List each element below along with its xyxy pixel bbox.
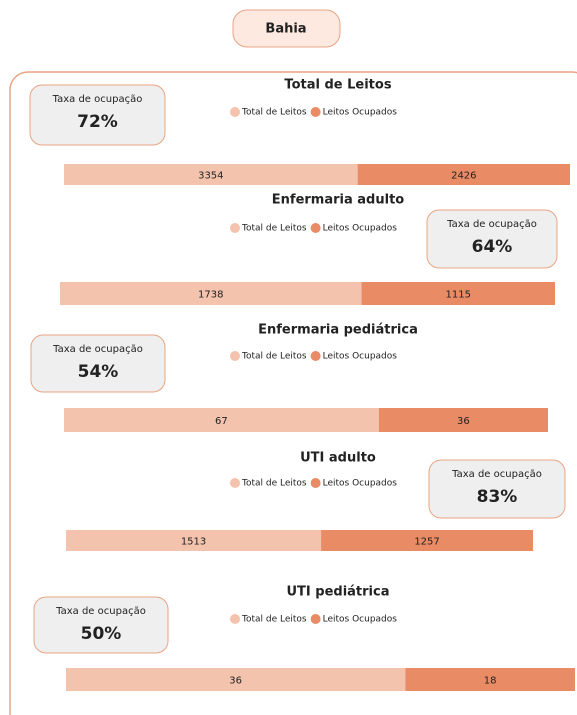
legend-swatch (310, 478, 321, 488)
bar-segment (357, 164, 570, 185)
kpi-card (33, 596, 169, 654)
header-title: Bahia (265, 22, 306, 37)
kpi-label: Taxa de ocupação (55, 606, 146, 617)
bar-segment (64, 408, 379, 432)
bar-segment (60, 282, 362, 305)
legend-swatch (230, 351, 240, 361)
kpi-card (29, 84, 166, 146)
legend-label: Total de Leitos (241, 615, 307, 625)
frame (9, 71, 577, 715)
kpi-card (428, 459, 566, 519)
kpi-value: 72% (77, 112, 118, 132)
legend-label: Total de Leitos (241, 352, 307, 362)
chart-title: Enfermaria pediátrica (258, 323, 418, 338)
legend-label: Leitos Ocupados (323, 108, 398, 118)
header-pill (232, 9, 341, 48)
data-label: 3354 (198, 171, 223, 182)
bar-segment (66, 530, 322, 551)
bar-segment (64, 164, 358, 185)
kpi-value: 54% (78, 362, 119, 382)
legend-label: Total de Leitos (241, 224, 307, 234)
kpi-label: Taxa de ocupação (52, 94, 143, 105)
legend-swatch (230, 107, 240, 117)
kpi-value: 83% (477, 487, 518, 507)
legend-swatch (310, 614, 321, 624)
data-label: 1738 (198, 290, 223, 301)
legend-label: Leitos Ocupados (323, 224, 398, 234)
data-label: 1513 (181, 537, 206, 548)
kpi-label: Taxa de ocupação (52, 344, 143, 355)
data-label: 2426 (451, 171, 476, 182)
legend-swatch (230, 478, 240, 488)
data-label: 67 (215, 416, 228, 427)
data-label: 36 (229, 676, 242, 687)
chart-title: UTI adulto (300, 451, 376, 466)
chart-title: Enfermaria adulto (272, 193, 405, 208)
bar-segment (321, 530, 533, 551)
data-label: 36 (457, 416, 470, 427)
bar-segment (378, 408, 548, 432)
legend-swatch (310, 223, 321, 233)
kpi-label: Taxa de ocupação (446, 219, 537, 230)
data-label: 1115 (446, 290, 471, 301)
chart-title: Total de Leitos (284, 78, 391, 93)
legend-swatch (310, 351, 321, 361)
legend-label: Leitos Ocupados (323, 615, 398, 625)
legend-label: Total de Leitos (241, 108, 307, 118)
data-label: 1257 (414, 537, 439, 548)
legend-label: Total de Leitos (241, 479, 307, 489)
legend-swatch (310, 107, 321, 117)
chart-title: UTI pediátrica (286, 585, 389, 600)
bar-segment (405, 668, 575, 691)
kpi-card (30, 334, 166, 393)
bar-segment (66, 668, 406, 691)
legend-label: Leitos Ocupados (323, 352, 398, 362)
kpi-label: Taxa de ocupação (451, 469, 542, 480)
legend-swatch (230, 223, 240, 233)
kpi-value: 64% (472, 237, 513, 257)
legend-swatch (230, 614, 240, 624)
data-label: 18 (484, 676, 497, 687)
legend-label: Leitos Ocupados (323, 479, 398, 489)
kpi-card (426, 209, 558, 269)
bar-segment (361, 282, 555, 305)
kpi-value: 50% (81, 624, 122, 644)
